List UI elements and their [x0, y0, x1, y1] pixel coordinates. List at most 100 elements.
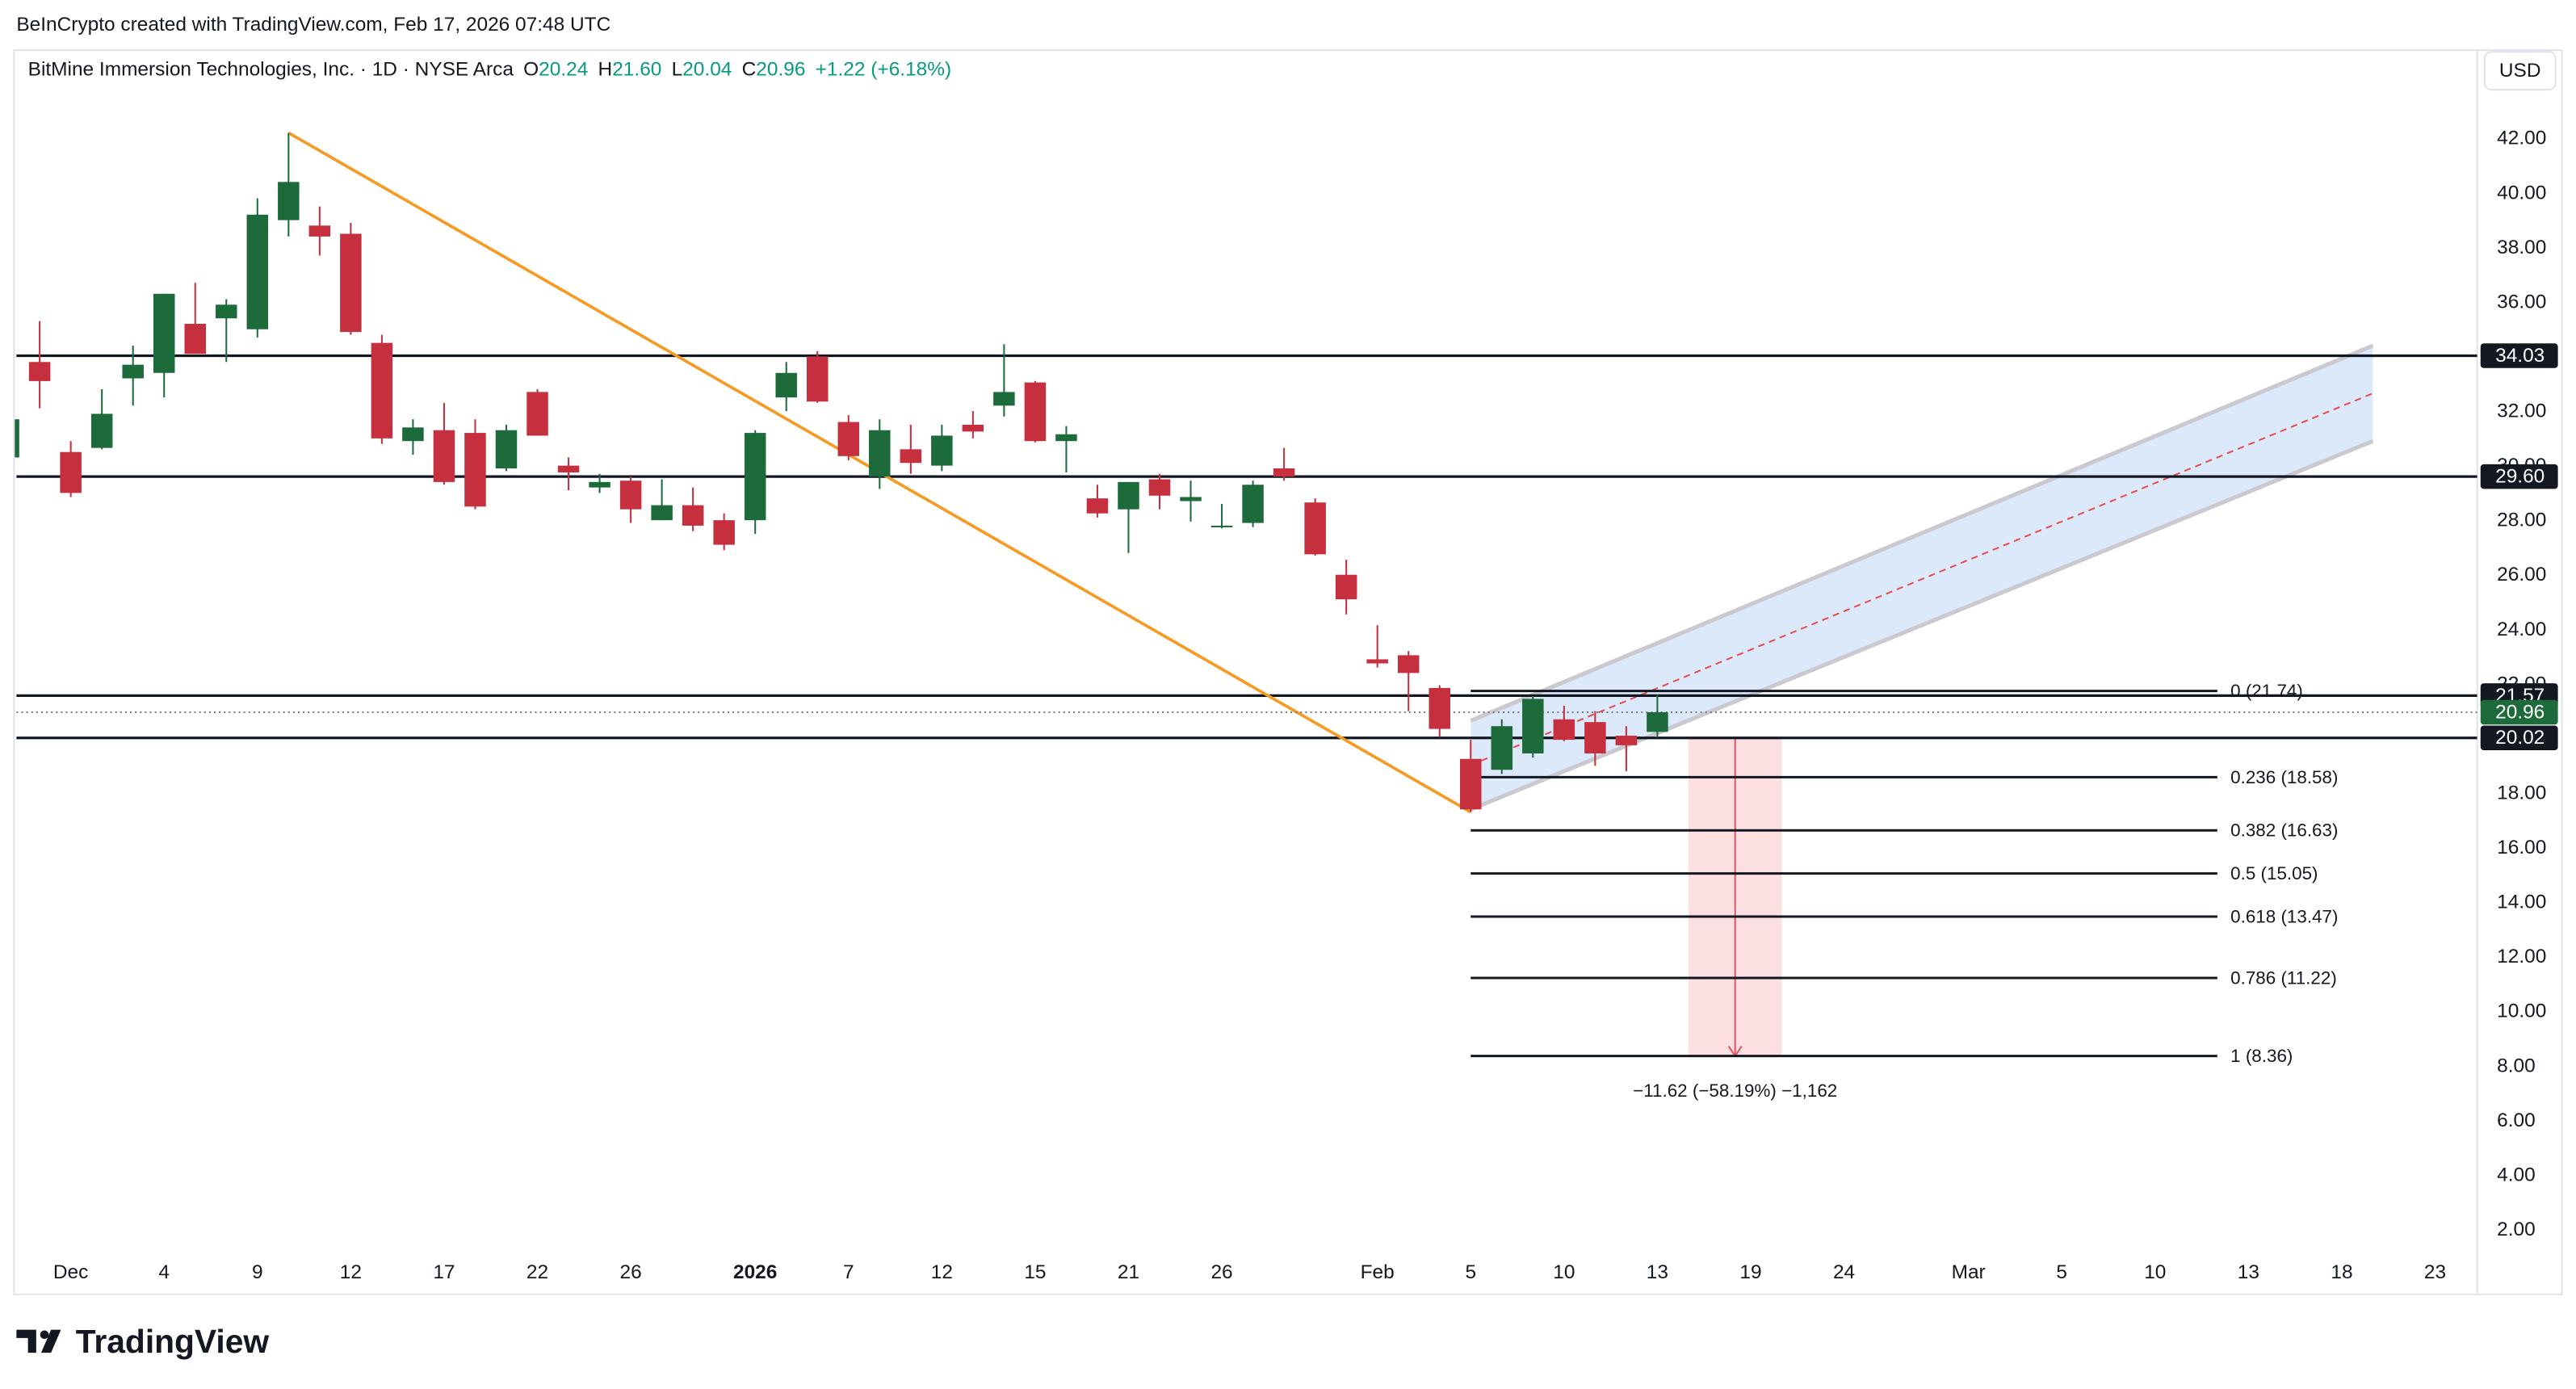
- candle-body: [713, 520, 735, 545]
- candle-body: [153, 293, 175, 373]
- channel-lower: [1470, 439, 2374, 812]
- candle-body: [402, 427, 424, 442]
- x-tick-label: 13: [1647, 1261, 1668, 1283]
- y-tick-label: 28.00: [2497, 510, 2546, 531]
- candle-body: [1335, 574, 1357, 600]
- candle-body: [278, 182, 300, 220]
- low-value: 20.04: [682, 58, 732, 80]
- change-value: +1.22 (+6.18%): [816, 58, 951, 80]
- low-key: L: [672, 58, 683, 80]
- candle-body: [1118, 481, 1139, 510]
- candle-body: [1397, 655, 1420, 674]
- x-tick-label: Feb: [1361, 1261, 1395, 1283]
- close-key: C: [742, 58, 757, 80]
- open-key: O: [523, 58, 539, 80]
- open-value: 20.24: [539, 58, 588, 80]
- candle-body: [1615, 736, 1638, 745]
- candle-body: [340, 233, 362, 333]
- y-tick-label: 32.00: [2497, 401, 2546, 422]
- x-tick-label: 10: [2144, 1261, 2166, 1283]
- candle-body: [869, 430, 891, 477]
- candle-body: [371, 342, 393, 439]
- candle-body: [1273, 468, 1295, 477]
- x-tick-label: 19: [1739, 1261, 1761, 1283]
- symbol-header: BitMine Immersion Technologies, Inc. · 1…: [28, 58, 951, 80]
- candle-body: [744, 433, 766, 521]
- level-badge-bg: [2480, 725, 2558, 751]
- candle-body: [60, 451, 82, 493]
- x-tick-label: 12: [931, 1261, 953, 1283]
- plot-area: [15, 131, 2477, 1058]
- x-tick-label: 21: [1118, 1261, 1139, 1283]
- last-price-badge: 20.96: [2495, 701, 2545, 723]
- candle-body: [1584, 722, 1606, 753]
- level-badge-bg: [2480, 464, 2558, 489]
- measure-label: −11.62 (−58.19%) −1,162: [1633, 1081, 1837, 1101]
- candle-body: [557, 465, 580, 473]
- candle-body: [28, 362, 51, 381]
- candle-body: [464, 433, 486, 507]
- candle-body: [619, 480, 642, 510]
- candle-body: [682, 505, 704, 526]
- candle-body: [1242, 485, 1264, 523]
- candle-body: [1024, 382, 1047, 442]
- y-tick-label: 14.00: [2497, 892, 2546, 913]
- brand-name: TradingView: [76, 1323, 270, 1360]
- candle-body: [308, 225, 331, 237]
- y-tick-label: 38.00: [2497, 237, 2546, 258]
- candle-body: [1148, 479, 1171, 496]
- level-badge: 34.03: [2495, 345, 2545, 367]
- x-tick-label: 26: [619, 1261, 641, 1283]
- symbol-title: BitMine Immersion Technologies, Inc. · 1…: [28, 58, 514, 80]
- x-tick-label: 9: [252, 1261, 263, 1283]
- y-tick-label: 12.00: [2497, 946, 2546, 967]
- candle-body: [1647, 711, 1668, 732]
- x-tick-label: 5: [1465, 1261, 1476, 1283]
- high-value: 21.60: [612, 58, 661, 80]
- candle-body: [1553, 719, 1575, 741]
- y-tick-label: 26.00: [2497, 564, 2546, 585]
- channel-upper: [1470, 343, 2374, 723]
- x-tick-label: 22: [527, 1261, 548, 1283]
- candle-body: [589, 481, 610, 488]
- fib-label: 1 (8.36): [2230, 1046, 2293, 1066]
- x-tick-label: 17: [433, 1261, 455, 1283]
- brand-logo: [16, 1329, 61, 1353]
- candle-body: [15, 419, 19, 458]
- candle-body: [1429, 687, 1450, 729]
- level-badge: 20.02: [2495, 727, 2545, 749]
- level-badge: 29.60: [2495, 466, 2545, 488]
- level-badge-bg: [2480, 343, 2558, 368]
- currency-button[interactable]: [2483, 51, 2557, 91]
- currency-label: USD: [2499, 60, 2541, 82]
- x-tick-label: Dec: [53, 1261, 88, 1283]
- y-tick-label: 8.00: [2497, 1055, 2536, 1076]
- x-tick-label: 18: [2331, 1261, 2352, 1283]
- channel-fill: [1471, 345, 2373, 810]
- candle-body: [775, 372, 797, 398]
- candle-body: [1491, 726, 1513, 770]
- candle-body: [1522, 699, 1544, 753]
- y-tick-label: 16.00: [2497, 837, 2546, 858]
- candle-body: [900, 449, 922, 464]
- high-key: H: [598, 58, 613, 80]
- y-tick-label: 6.00: [2497, 1110, 2536, 1131]
- candle-body: [246, 214, 269, 329]
- y-tick-label: 42.00: [2497, 128, 2546, 149]
- fib-label: 0.618 (13.47): [2230, 906, 2338, 926]
- x-tick-label: 13: [2238, 1261, 2259, 1283]
- y-tick-label: 24.00: [2497, 619, 2546, 640]
- channel-mid: [1470, 392, 2373, 766]
- candle-body: [651, 505, 673, 521]
- y-tick-label: 2.00: [2497, 1219, 2536, 1240]
- candle-body: [1366, 659, 1388, 664]
- candle-body: [527, 392, 548, 436]
- candle-body: [1460, 758, 1482, 810]
- candle-body: [1304, 502, 1326, 555]
- x-tick-label: Mar: [1952, 1261, 1986, 1283]
- candle-body: [495, 430, 518, 468]
- candle-body: [993, 392, 1015, 406]
- y-tick-label: 40.00: [2497, 182, 2546, 204]
- candle-body: [90, 413, 113, 448]
